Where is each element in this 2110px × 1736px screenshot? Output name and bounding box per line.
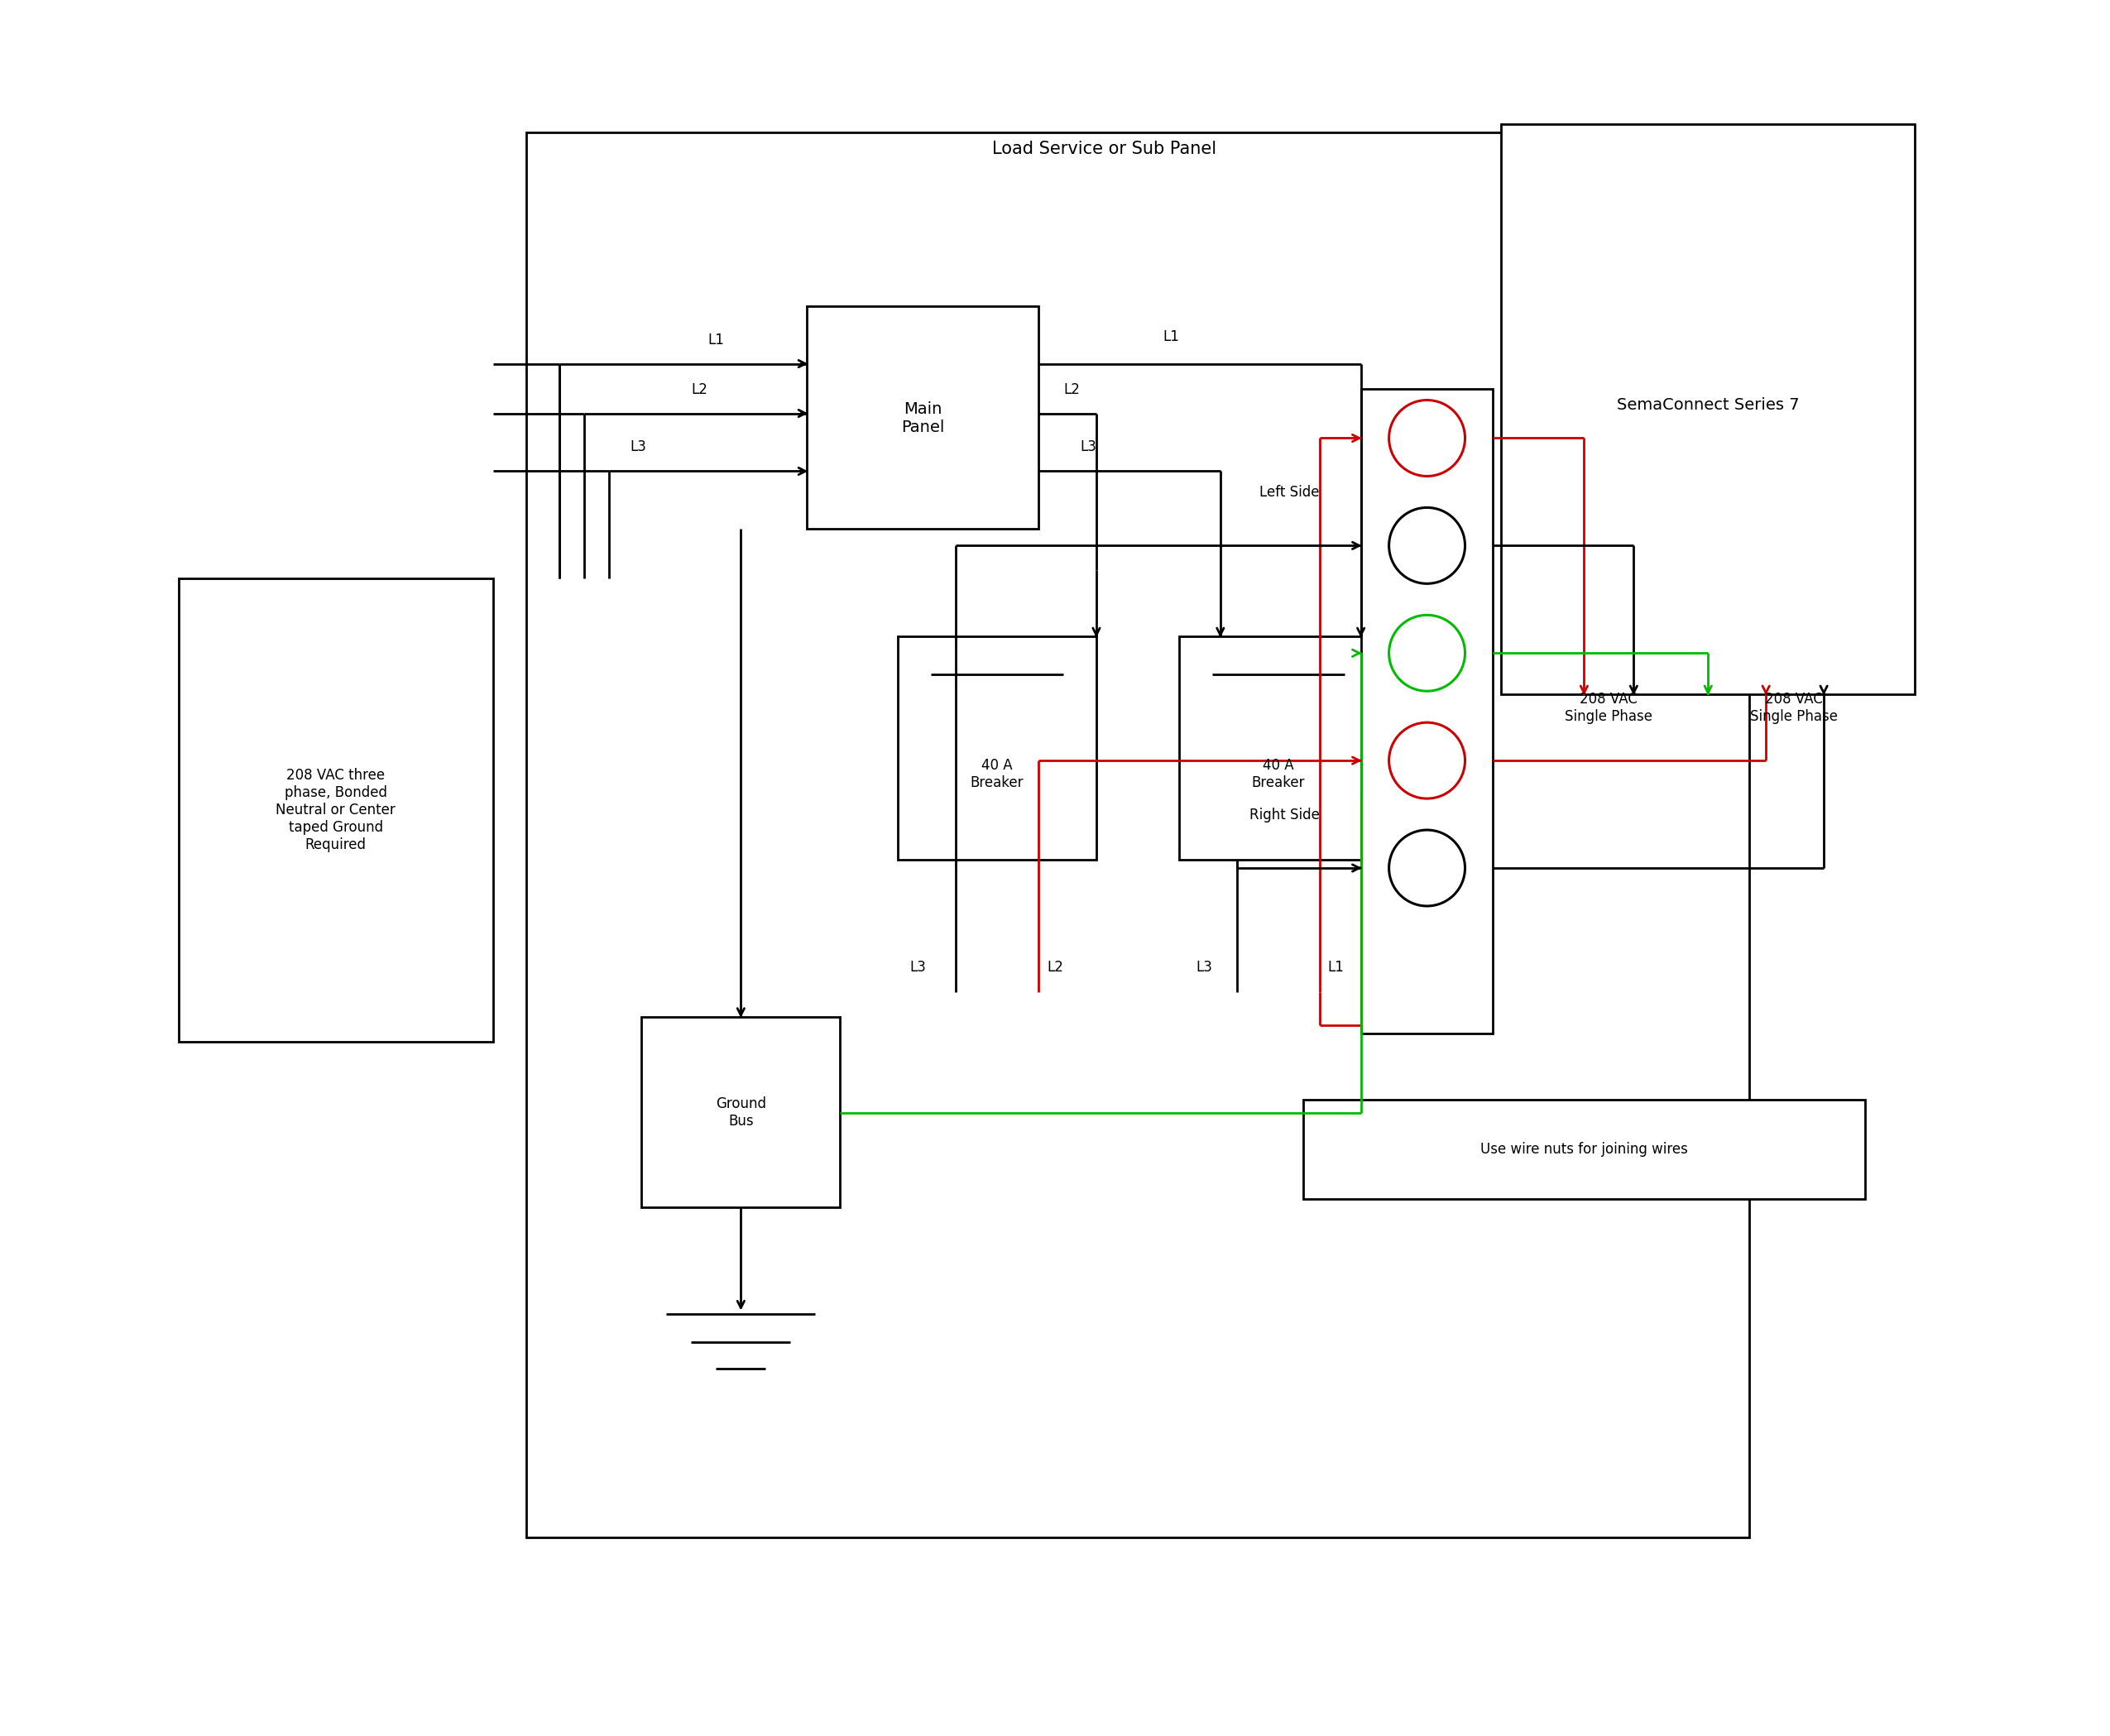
Text: L2: L2 [1047,960,1063,974]
Text: 208 VAC
Single Phase: 208 VAC Single Phase [1749,693,1838,724]
Bar [525,132,1749,1538]
Text: L3: L3 [631,439,646,455]
Bar [1361,389,1494,1033]
Text: 208 VAC three
phase, Bonded
Neutral or Center
taped Ground
Required: 208 VAC three phase, Bonded Neutral or C… [276,769,397,852]
Text: 208 VAC
Single Phase: 208 VAC Single Phase [1566,693,1652,724]
Bar [899,637,1097,859]
Text: Right Side: Right Side [1249,807,1319,823]
Text: L1: L1 [1327,960,1344,974]
Bar [806,306,1038,529]
Text: L2: L2 [692,382,707,398]
Text: Left Side: Left Side [1260,486,1319,500]
Bar [1304,1099,1865,1198]
Text: Load Service or Sub Panel: Load Service or Sub Panel [992,141,1217,156]
Bar [1179,637,1378,859]
Text: L3: L3 [1196,960,1211,974]
Text: L3: L3 [1080,439,1097,455]
Text: SemaConnect Series 7: SemaConnect Series 7 [1616,398,1800,413]
Bar [179,578,494,1042]
Bar [1502,123,1914,694]
Text: 40 A
Breaker: 40 A Breaker [971,757,1023,790]
Text: L1: L1 [707,332,724,347]
Text: L2: L2 [1063,382,1080,398]
Text: Main
Panel: Main Panel [901,401,945,436]
Text: Ground
Bus: Ground Bus [715,1097,766,1128]
Text: Use wire nuts for joining wires: Use wire nuts for joining wires [1481,1142,1688,1156]
Text: L3: L3 [909,960,926,974]
Bar [641,1017,840,1207]
Text: L1: L1 [1163,330,1179,344]
Text: 40 A
Breaker: 40 A Breaker [1251,757,1304,790]
